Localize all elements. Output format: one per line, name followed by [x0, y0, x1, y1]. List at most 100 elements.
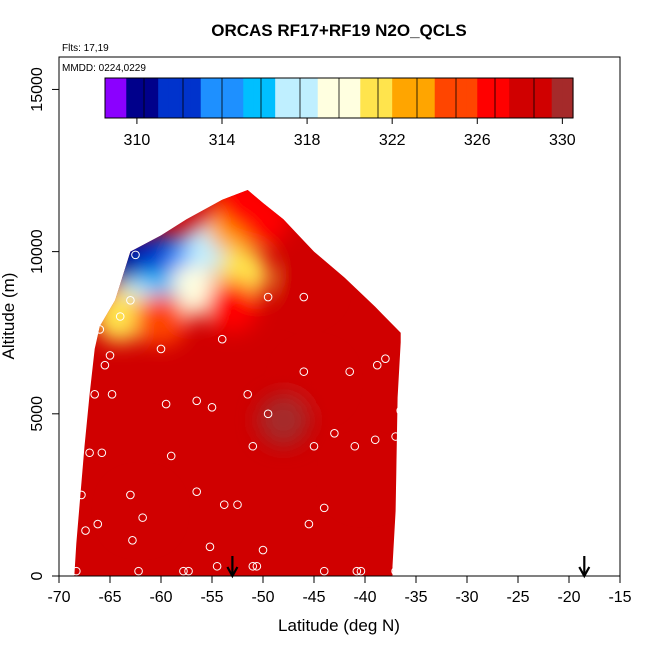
colorbar-segment [179, 78, 191, 118]
colorbar-segment [466, 78, 478, 118]
y-tick-label: 5000 [29, 396, 46, 432]
sample-point [248, 561, 258, 571]
x-axis-label: Latitude (deg N) [278, 616, 400, 635]
dates-note: MMDD: 0224,0229 [62, 63, 146, 74]
plot-frame [58, 56, 621, 577]
sample-point [370, 435, 380, 445]
sample-point [263, 292, 273, 302]
sample-point [100, 360, 110, 370]
y-axis: 0 5000 10000 15000 [29, 67, 59, 580]
colorbar-segment [200, 78, 212, 118]
x-tick-label: -50 [251, 589, 274, 606]
sample-point [391, 432, 400, 441]
colorbar-segment [190, 78, 202, 118]
colorbar-segment [477, 78, 489, 118]
sample-point [252, 561, 262, 571]
sample-point [352, 566, 362, 576]
x-tick-label: -25 [506, 589, 529, 606]
field-cell [206, 280, 259, 333]
sample-point [330, 428, 339, 438]
colorbar-segment [253, 78, 266, 118]
sample-point [319, 566, 329, 576]
sample-point [156, 344, 166, 354]
colorbar-segment [232, 78, 244, 118]
colorbar-segment [445, 78, 457, 118]
field-cell [114, 485, 167, 538]
flight-arrows [226, 556, 591, 579]
y-tick-label: 15000 [29, 67, 46, 112]
colorbar-segment [222, 78, 234, 118]
colorbar-segment [541, 78, 553, 118]
sample-point [107, 390, 117, 399]
field-cell [288, 355, 340, 408]
sample-point [207, 403, 217, 412]
colorbar-segment [328, 78, 340, 118]
sample-point [81, 526, 90, 535]
colorbar-frame [104, 77, 574, 119]
sample-point [233, 500, 242, 509]
sample-point [396, 406, 406, 415]
field-cell [135, 293, 187, 346]
sample-point [395, 561, 404, 571]
colorbar-segment [307, 78, 319, 118]
sample-point [97, 448, 107, 458]
sample-point [126, 295, 135, 305]
sample-point [93, 519, 103, 529]
x-tick-label: -15 [608, 589, 631, 606]
colorbar-segment [360, 78, 372, 118]
sample-point [131, 250, 140, 260]
sample-point [372, 360, 382, 370]
x-tick-label: -65 [98, 589, 121, 606]
colorbar-segment [509, 78, 521, 118]
sample-point [319, 503, 329, 513]
sample-point [263, 409, 273, 419]
colorbar-segment [392, 78, 404, 118]
sample-point [192, 396, 201, 406]
y-tick-label: 10000 [29, 229, 46, 274]
colorbar-segment [424, 78, 436, 118]
x-axis: -70 -65 -60 -55 -50 -45 -40 -35 -30 -25 -20 -15 [47, 576, 632, 606]
sample-point [138, 513, 147, 522]
colorbar-segment [551, 78, 563, 118]
colorbar-segment [136, 78, 149, 118]
sample-point [391, 566, 400, 576]
colorbar-segment [434, 78, 446, 118]
colorbar-tick-label: 326 [464, 132, 491, 149]
colorbar-tick-label: 310 [124, 132, 151, 149]
field-cell [339, 452, 391, 505]
colorbar-segment [562, 78, 574, 118]
colorbar-segment [158, 78, 170, 118]
flight-arrow [578, 556, 591, 579]
colorbar-segment [264, 78, 276, 118]
sample-point [299, 292, 309, 302]
colorbar-segment [498, 78, 510, 118]
sample-point [166, 451, 176, 461]
sample-point [192, 487, 201, 496]
sample-point [258, 545, 268, 555]
colorbar-segment [530, 78, 542, 118]
colorbar-tick-label: 330 [549, 132, 576, 149]
colorbar-segment [105, 78, 117, 118]
sample-point [219, 500, 229, 509]
sample-point [85, 448, 94, 458]
colorbar-segment [168, 78, 181, 118]
colorbar-segment [296, 78, 308, 118]
colorbar-segment [317, 78, 329, 118]
sample-point [212, 561, 222, 571]
x-tick-label: -45 [302, 589, 325, 606]
sample-point [95, 325, 105, 334]
sample-point [77, 490, 86, 500]
flight-arrow [226, 556, 239, 579]
colorbar-segment [381, 78, 393, 118]
sample-point [345, 367, 355, 376]
sample-point [126, 490, 135, 500]
colorbar-segment [285, 78, 298, 118]
x-tick-label: -60 [149, 589, 172, 606]
colorbar-segment [339, 78, 351, 118]
sample-point [90, 390, 99, 399]
colorbar-segment [243, 78, 255, 118]
x-tick-label: -20 [557, 589, 580, 606]
colorbar-segment [126, 78, 138, 118]
sample-point [381, 354, 390, 363]
chart-title: ORCAS RF17+RF19 N2O_QCLS [211, 21, 467, 40]
